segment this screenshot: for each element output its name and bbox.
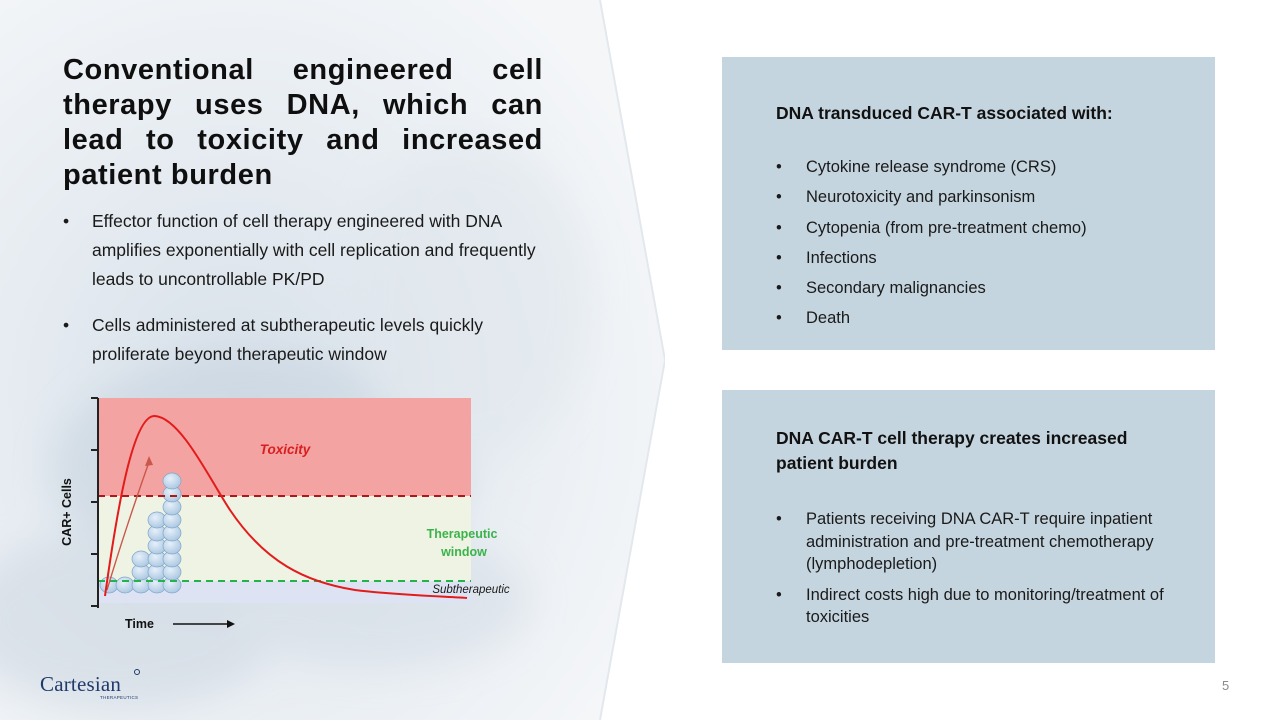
y-axis-ticks [91, 397, 98, 607]
main-bullet-list: Effector function of cell therapy engine… [63, 207, 548, 386]
car-t-cell [162, 472, 182, 490]
therapeutic-label-line2: window [440, 545, 487, 559]
page-number: 5 [1222, 678, 1230, 693]
main-bullet: Cells administered at subtherapeutic lev… [63, 311, 548, 369]
toxicity-item: Infections [776, 248, 1185, 269]
toxicity-item: Cytopenia (from pre-treatment chemo) [776, 218, 1185, 239]
toxicity-item: Neurotoxicity and parkinsonism [776, 187, 1185, 208]
patient-burden-heading: DNA CAR-T cell therapy creates increased… [776, 428, 1128, 473]
toxicity-panel-heading: DNA transduced CAR-T associated with: [776, 103, 1113, 123]
arrow-head [145, 456, 153, 466]
subtherapeutic-label: Subtherapeutic [432, 584, 510, 596]
logo-wordmark: Cartesian [40, 672, 122, 696]
x-axis-label: Time [125, 617, 154, 631]
toxicity-zone [98, 398, 471, 496]
patient-burden-list: Patients receiving DNA CAR-T require inp… [776, 508, 1185, 637]
toxicity-item: Cytokine release syndrome (CRS) [776, 157, 1185, 178]
company-logo: Cartesian THERAPEUTICS [40, 669, 150, 704]
toxicity-label: Toxicity [260, 442, 312, 457]
patient-burden-item: Indirect costs high due to monitoring/tr… [776, 584, 1185, 629]
therapeutic-label-line1: Therapeutic [427, 527, 498, 541]
toxicity-list: Cytokine release syndrome (CRS) Neurotox… [776, 157, 1185, 339]
car-t-expansion-chart: Toxicity Therapeutic window Subtherapeut… [60, 397, 510, 631]
toxicity-panel: DNA transduced CAR-T associated with: Cy… [722, 57, 1215, 350]
car-t-cell [131, 550, 151, 568]
x-axis-arrow-head [227, 620, 235, 628]
patient-burden-panel: DNA CAR-T cell therapy creates increased… [722, 390, 1215, 663]
car-t-cell [115, 576, 135, 594]
proliferation-arrow [106, 461, 150, 591]
car-t-curve [104, 414, 468, 599]
logo-subtitle: THERAPEUTICS [100, 695, 139, 700]
slide-title: Conventional engineered cell therapy use… [63, 54, 543, 191]
toxicity-item: Death [776, 308, 1185, 329]
logo-dot-icon [134, 669, 140, 675]
subtherapeutic-zone [98, 581, 471, 603]
toxicity-item: Secondary malignancies [776, 278, 1185, 299]
y-axis-label: CAR+ Cells [60, 478, 74, 546]
main-bullet: Effector function of cell therapy engine… [63, 207, 548, 294]
patient-burden-item: Patients receiving DNA CAR-T require inp… [776, 508, 1185, 576]
